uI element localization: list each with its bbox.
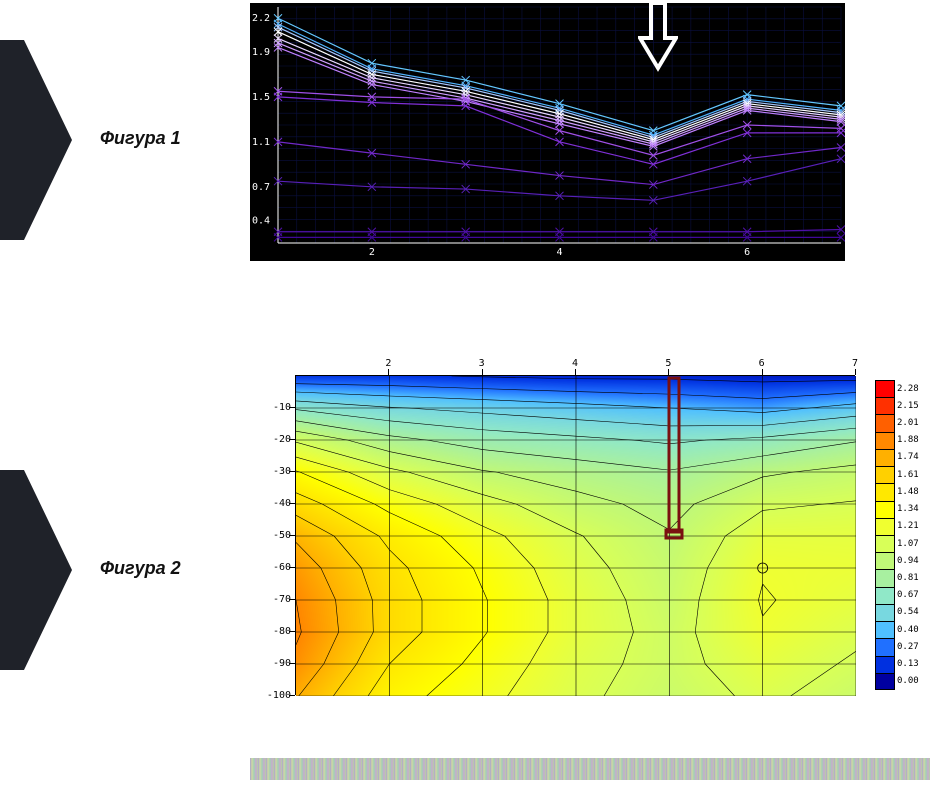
svg-text:4: 4 (557, 247, 563, 258)
legend-value: 0.40 (895, 625, 919, 635)
legend-swatch (875, 397, 895, 414)
legend-value: 1.48 (895, 487, 919, 497)
legend-row: 0.67 (875, 587, 930, 604)
legend-swatch (875, 552, 895, 569)
legend-row: 2.15 (875, 397, 930, 414)
figure1-chart: 0.4 0.7 1.1 1.5 1.9 2.2 2 4 6 (250, 3, 845, 261)
svg-text:6: 6 (744, 247, 750, 258)
legend-value: 2.01 (895, 418, 919, 428)
legend-swatch (875, 656, 895, 673)
svg-text:2: 2 (369, 247, 375, 258)
legend-value: 1.61 (895, 470, 919, 480)
legend-swatch (875, 449, 895, 466)
legend-row: 0.94 (875, 552, 930, 569)
legend-swatch (875, 604, 895, 621)
legend-value: 0.13 (895, 659, 919, 669)
chevron-decoration-2 (0, 470, 72, 670)
figure2-label: Фигура 2 (100, 558, 181, 579)
figure2-chart: 2.28 2.15 2.01 1.88 1.74 (250, 350, 930, 730)
figure2-overlay-svg (296, 376, 856, 696)
chevron-decoration-1 (0, 40, 72, 240)
legend-value: 2.15 (895, 401, 919, 411)
legend-swatch (875, 673, 895, 690)
svg-text:1.9: 1.9 (252, 47, 270, 58)
legend-row: 0.27 (875, 638, 930, 655)
legend-row: 0.40 (875, 621, 930, 638)
svg-text:1.5: 1.5 (252, 92, 270, 103)
legend-row: 1.21 (875, 518, 930, 535)
legend-value: 0.81 (895, 573, 919, 583)
legend-value: 0.67 (895, 590, 919, 600)
legend-swatch (875, 466, 895, 483)
legend-row: 1.48 (875, 483, 930, 500)
legend-swatch (875, 380, 895, 397)
legend-row: 1.34 (875, 501, 930, 518)
legend-row: 2.28 (875, 380, 930, 397)
legend-swatch (875, 638, 895, 655)
legend-value: 1.74 (895, 452, 919, 462)
legend-swatch (875, 535, 895, 552)
legend-value: 1.34 (895, 504, 919, 514)
legend-swatch (875, 621, 895, 638)
legend-row: 0.81 (875, 569, 930, 586)
svg-text:1.1: 1.1 (252, 137, 270, 148)
svg-text:0.7: 0.7 (252, 182, 270, 193)
legend-value: 1.07 (895, 539, 919, 549)
figure1-label: Фигура 1 (100, 128, 181, 149)
legend-swatch (875, 518, 895, 535)
texture-strip (250, 758, 930, 780)
legend-row: 0.13 (875, 656, 930, 673)
legend-swatch (875, 569, 895, 586)
legend-swatch (875, 501, 895, 518)
legend-swatch (875, 414, 895, 431)
legend-row: 1.88 (875, 432, 930, 449)
legend-value: 0.54 (895, 607, 919, 617)
figure2-colorbar: 2.28 2.15 2.01 1.88 1.74 (875, 380, 930, 690)
legend-value: 1.21 (895, 521, 919, 531)
legend-row: 0.00 (875, 673, 930, 690)
legend-value: 2.28 (895, 384, 919, 394)
figure1-svg: 0.4 0.7 1.1 1.5 1.9 2.2 2 4 6 (250, 3, 845, 261)
figure2-plot-area (295, 375, 855, 695)
legend-swatch (875, 432, 895, 449)
legend-value: 1.88 (895, 435, 919, 445)
legend-value: 0.00 (895, 676, 919, 686)
svg-text:2.2: 2.2 (252, 13, 270, 24)
legend-row: 1.07 (875, 535, 930, 552)
legend-swatch (875, 483, 895, 500)
legend-swatch (875, 587, 895, 604)
legend-value: 0.27 (895, 642, 919, 652)
legend-value: 0.94 (895, 556, 919, 566)
svg-text:0.4: 0.4 (252, 216, 270, 227)
legend-row: 0.54 (875, 604, 930, 621)
legend-row: 1.74 (875, 449, 930, 466)
arrow-down-icon (638, 0, 678, 72)
legend-row: 2.01 (875, 414, 930, 431)
legend-row: 1.61 (875, 466, 930, 483)
